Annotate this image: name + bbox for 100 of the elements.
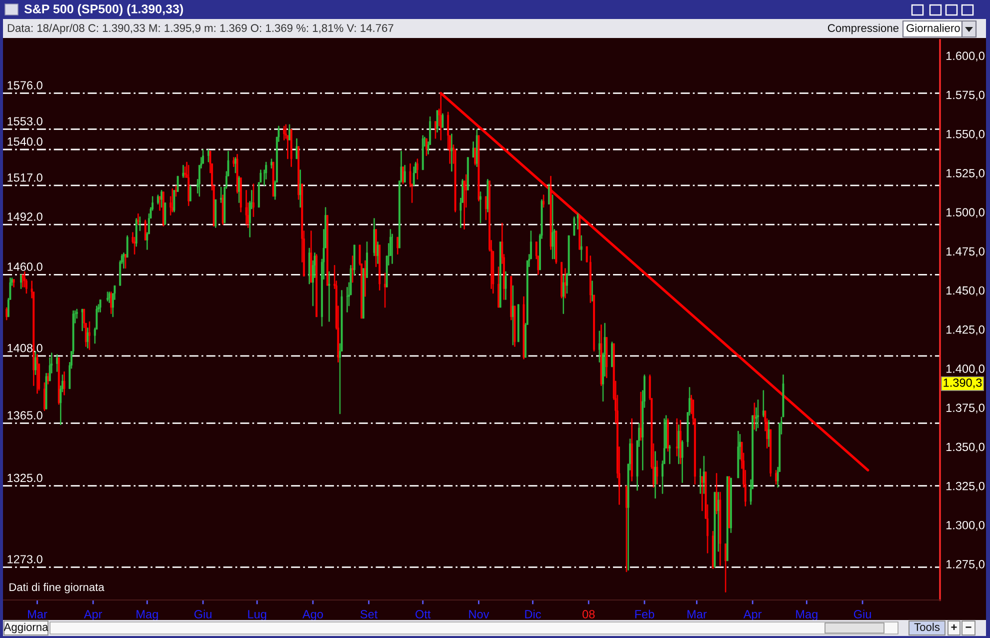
candlestick: [640, 392, 642, 441]
candlestick: [236, 154, 238, 194]
x-tick-label: Giu: [854, 610, 871, 618]
y-tick-label: 1.525,0: [946, 168, 984, 179]
candlestick: [600, 324, 602, 386]
candlestick: [316, 254, 318, 318]
candlestick: [188, 164, 190, 206]
candlestick: [598, 330, 600, 362]
y-tick-label: 1.475,0: [946, 247, 984, 257]
candlestick: [290, 128, 292, 167]
candlestick: [378, 244, 381, 290]
candlestick: [328, 271, 330, 322]
candlestick: [298, 146, 300, 200]
candlestick: [158, 196, 161, 211]
chart-title: S&P 500 (SP500) (1.390,33): [24, 4, 183, 16]
y-tick-label: 1.275,0: [946, 560, 984, 570]
candlestick: [135, 218, 138, 247]
candlestick: [110, 292, 112, 314]
candlestick: [606, 336, 608, 378]
candlestick: [108, 292, 110, 304]
y-tick-label: 1.375,0: [946, 404, 984, 414]
y-tick-label: 1.575,0: [946, 90, 984, 101]
candlestick: [214, 199, 217, 228]
candlestick: [238, 176, 240, 203]
annotation: Dati di fine giornata: [10, 582, 104, 594]
ref-line-label: 1517.0: [8, 173, 42, 182]
candlestick: [12, 279, 15, 288]
candlestick: [124, 254, 127, 269]
x-tick-label: 08: [582, 610, 595, 618]
candlestick: [81, 308, 84, 332]
x-tick-label: Giu: [194, 610, 212, 618]
candlestick: [762, 390, 764, 418]
y-tick-label: 1.550,0: [946, 130, 984, 140]
candlestick: [450, 134, 453, 172]
y-tick-label: 1.600,0: [946, 52, 984, 62]
y-tick-label: 1.400,0: [946, 364, 984, 374]
x-tick-label: Nov: [469, 610, 490, 618]
y-tick-label: 1.425,0: [946, 325, 984, 336]
candlestick: [362, 268, 364, 319]
candlestick: [522, 296, 525, 360]
candlestick: [171, 188, 174, 212]
candlestick: [580, 235, 582, 261]
x-tick-label: Ago: [302, 610, 323, 621]
candlestick: [47, 372, 50, 384]
candlestick: [58, 357, 60, 405]
x-tick-label: Ott: [416, 610, 431, 618]
candlestick: [737, 430, 740, 478]
candlestick: [45, 372, 48, 410]
candlestick: [625, 486, 628, 572]
candlestick: [245, 190, 248, 225]
ref-line-label: 1576.0: [8, 81, 42, 90]
candlestick: [63, 371, 66, 396]
candlestick: [591, 280, 594, 302]
candlestick: [240, 177, 242, 212]
candlestick: [714, 492, 716, 568]
candlestick: [560, 262, 563, 298]
candlestick: [562, 274, 564, 314]
x-tick-label: Dic: [525, 610, 541, 618]
candlestick: [699, 468, 702, 494]
candlestick: [552, 194, 554, 260]
candlestick: [56, 354, 58, 372]
candlestick: [654, 451, 656, 499]
candlestick: [442, 113, 444, 128]
ref-line-label: 1460.0: [8, 262, 42, 271]
candlestick: [308, 248, 310, 284]
candlestick: [272, 162, 274, 197]
y-tick-label: 1.350,0: [946, 442, 984, 452]
candlestick: [22, 274, 24, 288]
x-tick-label: Lug: [248, 610, 266, 621]
candlestick: [144, 220, 146, 240]
candlestick: [434, 121, 436, 139]
candlestick: [478, 135, 480, 202]
ref-line-label: 1553.0: [8, 117, 42, 126]
text: Giornaliero: [906, 24, 960, 32]
candlestick: [436, 110, 438, 132]
y-tick-label: 1.300,0: [946, 520, 984, 531]
x-tick-label: Apr: [84, 610, 102, 621]
candlestick: [611, 342, 614, 368]
candlestick: [630, 418, 633, 482]
candlestick: [676, 418, 678, 456]
candlestick: [352, 256, 354, 283]
candlestick: [86, 328, 89, 348]
candlestick: [499, 242, 502, 308]
x-tick-label: Mar: [28, 610, 48, 618]
ref-line-label: 1365.0: [8, 411, 42, 420]
x-tick-label: Set: [360, 610, 378, 618]
candlestick: [512, 285, 514, 346]
candlestick: [517, 304, 520, 342]
candlestick: [182, 164, 184, 178]
candlestick: [416, 158, 418, 180]
candlestick: [425, 138, 428, 156]
candlestick: [34, 351, 36, 375]
candlestick: [578, 214, 581, 250]
candlestick: [310, 230, 312, 283]
text: Compressione: [828, 24, 899, 34]
candlestick: [542, 194, 545, 208]
candlestick: [396, 236, 399, 255]
candlestick: [656, 460, 658, 484]
x-tick-label: Mar: [688, 610, 707, 618]
candlestick: [156, 194, 159, 204]
